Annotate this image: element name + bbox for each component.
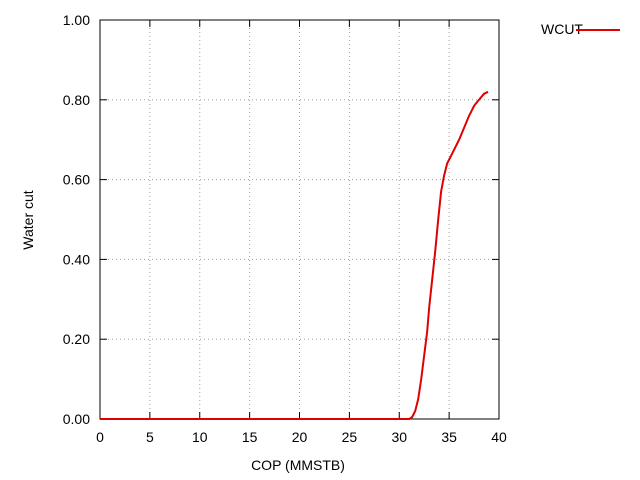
legend-label-wcut: WCUT	[541, 21, 583, 37]
x-tick-label: 40	[491, 429, 507, 445]
grid-lines	[100, 20, 499, 419]
y-tick-label: 0.40	[63, 251, 90, 267]
y-tick-label: 1.00	[63, 12, 90, 28]
legend: WCUT	[541, 21, 620, 37]
x-axis-label: COP (MMSTB)	[251, 457, 345, 473]
x-tick-label: 35	[441, 429, 457, 445]
y-tick-label: 0.20	[63, 331, 90, 347]
y-tick-label: 0.60	[63, 172, 90, 188]
x-tick-label: 0	[96, 429, 104, 445]
x-tick-label: 25	[342, 429, 358, 445]
axis-ticks: 0 5 10 15 20 25 30 35 40 0.00 0.20 0.40 0.60 0.80 1.00	[63, 12, 507, 445]
x-tick-label: 10	[192, 429, 208, 445]
x-tick-label: 30	[391, 429, 407, 445]
x-tick-label: 5	[146, 429, 154, 445]
x-tick-label: 20	[292, 429, 308, 445]
y-tick-label: 0.00	[63, 411, 90, 427]
series-line-wcut	[100, 90, 489, 420]
x-tick-label: 15	[242, 429, 258, 445]
y-tick-label: 0.80	[63, 92, 90, 108]
y-axis-label: Water cut	[20, 190, 36, 249]
series-layer	[100, 90, 489, 420]
